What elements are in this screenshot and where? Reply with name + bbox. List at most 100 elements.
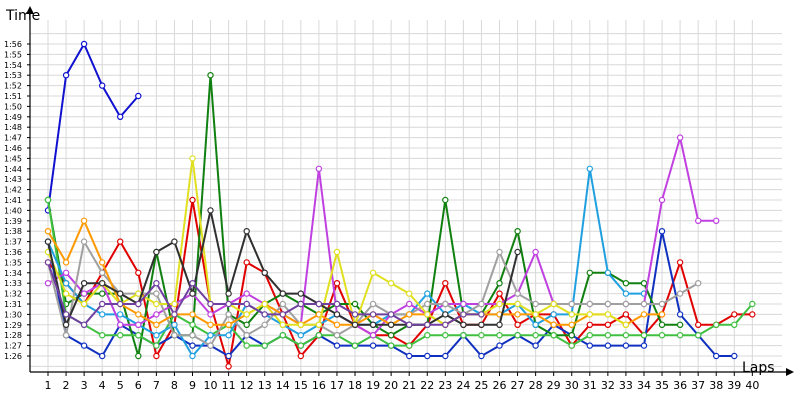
x-tick-label: 22: [420, 379, 434, 392]
data-point: [532, 342, 539, 349]
data-point: [424, 352, 431, 360]
x-tick-label: 29: [547, 379, 561, 392]
data-point: [116, 321, 124, 328]
data-point: [676, 259, 684, 266]
data-point: [532, 321, 539, 328]
data-point: [622, 290, 630, 297]
x-tick-label: 11: [222, 379, 236, 392]
y-tick-label: 1:37: [4, 238, 22, 247]
data-point: [80, 300, 88, 308]
data-point: [225, 363, 232, 370]
data-point: [731, 352, 738, 360]
data-point: [98, 269, 106, 276]
series-lines: [44, 40, 756, 370]
data-point: [406, 290, 413, 297]
data-point: [406, 311, 413, 318]
data-point: [622, 342, 630, 349]
y-tick-label: 1:32: [4, 290, 22, 299]
x-tick-label: 37: [691, 379, 705, 392]
data-point: [171, 238, 178, 245]
data-point: [98, 290, 106, 297]
data-point: [496, 332, 503, 339]
x-tick-label: 13: [258, 379, 272, 392]
data-point: [514, 248, 521, 256]
data-point: [225, 352, 232, 360]
data-point: [98, 82, 106, 89]
y-axis-arrow: [26, 6, 34, 14]
x-tick-label: 38: [709, 379, 723, 392]
y-tick-label: 1:34: [4, 269, 22, 278]
data-point: [315, 332, 323, 339]
data-point: [297, 290, 304, 297]
data-point: [98, 259, 106, 266]
data-point: [442, 321, 449, 328]
x-tick-label: 30: [565, 379, 579, 392]
data-point: [532, 332, 539, 339]
data-point: [153, 300, 160, 308]
data-point: [171, 311, 178, 318]
data-point: [189, 311, 196, 318]
data-point: [153, 290, 160, 297]
data-point: [731, 321, 738, 328]
data-point: [315, 300, 323, 308]
data-point: [442, 300, 449, 308]
x-tick-label: 21: [402, 379, 416, 392]
data-point: [207, 311, 214, 318]
data-point: [478, 352, 485, 360]
data-point: [189, 321, 196, 328]
y-tick-label: 1:51: [4, 92, 22, 101]
data-point: [640, 311, 648, 318]
y-tick-label: 1:42: [4, 186, 22, 195]
x-tick-label: 20: [384, 379, 398, 392]
data-point: [532, 248, 539, 256]
data-point: [387, 332, 395, 339]
data-point: [207, 332, 214, 339]
data-point: [261, 342, 268, 349]
x-tick-label: 24: [456, 379, 470, 392]
data-point: [550, 321, 557, 328]
data-point: [98, 332, 106, 339]
data-point: [44, 259, 52, 266]
data-point: [369, 300, 377, 308]
data-point: [442, 352, 449, 360]
data-point: [586, 332, 594, 339]
data-point: [171, 321, 178, 328]
data-point: [604, 321, 612, 328]
data-point: [62, 332, 70, 339]
x-tick-label: 26: [493, 379, 507, 392]
data-point: [80, 238, 88, 245]
data-point: [189, 342, 196, 349]
x-tick-label: 27: [511, 379, 525, 392]
data-point: [116, 300, 124, 308]
data-point: [713, 352, 720, 360]
data-point: [586, 269, 594, 276]
y-tick-label: 1:29: [4, 321, 22, 330]
data-point: [62, 280, 70, 287]
data-point: [622, 300, 630, 308]
data-point: [243, 332, 250, 339]
y-tick-label: 1:27: [4, 342, 22, 351]
data-point: [676, 290, 684, 297]
data-point: [749, 300, 756, 308]
data-point: [496, 248, 503, 256]
data-point: [315, 165, 323, 172]
data-point: [315, 321, 323, 328]
y-tick-label: 1:50: [4, 102, 22, 111]
data-point: [135, 332, 142, 339]
data-point: [369, 332, 377, 339]
y-tick-label: 1:30: [4, 310, 22, 319]
data-point: [116, 332, 124, 339]
y-tick-label: 1:41: [4, 196, 22, 205]
data-point: [279, 332, 286, 339]
data-point: [80, 40, 88, 48]
data-point: [622, 311, 630, 318]
data-point: [604, 300, 612, 308]
data-point: [44, 238, 52, 245]
data-point: [442, 196, 449, 204]
x-tick-label: 17: [330, 379, 344, 392]
data-point: [333, 300, 341, 308]
data-point: [514, 300, 521, 308]
data-point: [586, 311, 594, 318]
data-point: [604, 332, 612, 339]
